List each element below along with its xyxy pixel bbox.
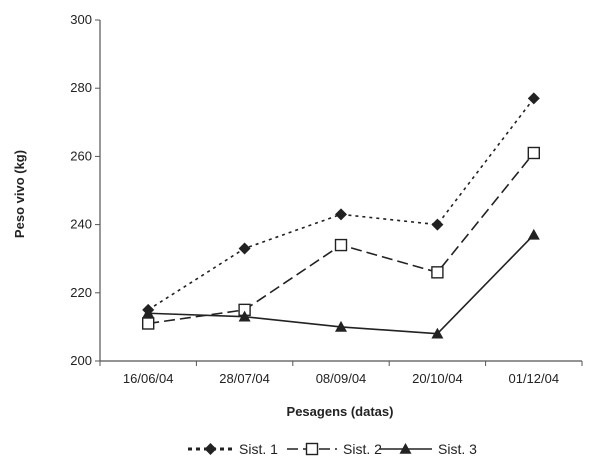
series-2: [141, 146, 540, 330]
series-1-line: [147, 97, 535, 311]
data-point: [431, 218, 444, 231]
legend-item-2: Sist. 2: [287, 441, 382, 457]
y-tick-label: 280: [70, 80, 92, 95]
y-tick-label: 220: [70, 285, 92, 300]
y-tick-label: 260: [70, 148, 92, 163]
legend-marker-2: [305, 442, 319, 456]
legend-label-3: Sist. 3: [438, 441, 477, 457]
data-point: [527, 92, 540, 105]
series-3: [142, 228, 540, 339]
x-tick-label: 20/10/04: [412, 371, 463, 386]
y-tick-label: 200: [70, 353, 92, 368]
legend-item-1: Sist. 1: [188, 441, 278, 457]
data-point: [334, 238, 348, 252]
legend-label-2: Sist. 2: [343, 441, 382, 457]
data-point: [238, 310, 251, 322]
legend-marker-3: [399, 443, 412, 454]
data-point: [141, 317, 155, 330]
legend-marker-1: [204, 443, 217, 455]
x-tick-label: 16/06/04: [123, 371, 174, 386]
data-point: [335, 208, 347, 221]
data-point: [431, 266, 444, 279]
data-point: [142, 307, 155, 319]
x-axis-title: Pesagens (datas): [287, 404, 394, 419]
series-layer: [141, 92, 540, 339]
y-axis-title: Peso vivo (kg): [12, 150, 27, 238]
x-tick-label: 08/09/04: [316, 371, 367, 386]
data-point: [238, 242, 251, 255]
legend-label-1: Sist. 1: [239, 441, 278, 457]
legend-item-3: Sist. 3: [379, 441, 477, 457]
data-point: [431, 327, 444, 339]
data-point: [527, 146, 540, 160]
legend: Sist. 1 Sist. 2 Sist. 3: [188, 441, 477, 457]
series-1: [142, 92, 540, 316]
y-tick-label: 240: [70, 217, 92, 232]
y-tick-label: 300: [70, 12, 92, 27]
data-point: [527, 228, 540, 240]
x-tick-label: 01/12/04: [508, 371, 559, 386]
data-point: [335, 320, 347, 332]
axes: 200 220 240 260 280 300 16/06/04 28/07/04 08/09/…: [70, 12, 583, 386]
series-2-line: [148, 152, 535, 325]
x-tick-label: 28/07/04: [219, 371, 270, 386]
